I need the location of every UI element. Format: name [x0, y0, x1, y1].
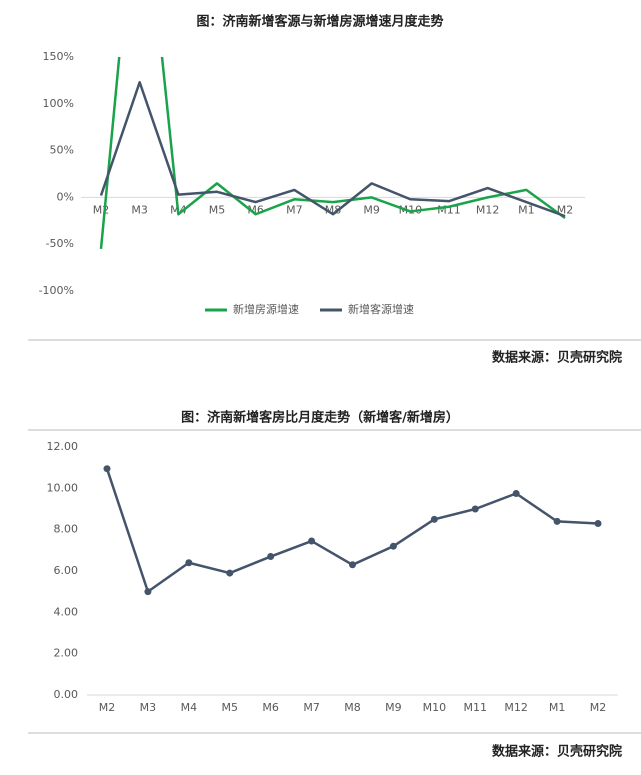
x-tick-label: M2 — [557, 203, 574, 216]
x-tick-label: M2 — [590, 701, 607, 714]
x-tick-label: M3 — [140, 701, 157, 714]
source: 数据来源：贝壳研究院 — [492, 350, 622, 366]
x-tick-label: M8 — [344, 701, 361, 714]
chart-title: 图：济南新增客房比月度走势（新增客/新增房） — [181, 410, 459, 426]
x-tick-label: M4 — [181, 701, 198, 714]
y-tick-label: 2.00 — [54, 647, 79, 660]
point — [185, 559, 193, 567]
x-tick-label: M6 — [262, 701, 279, 714]
y-tick-label: 6.00 — [54, 564, 79, 577]
legend-label: 新增客源增速 — [348, 302, 414, 316]
point — [553, 517, 561, 525]
source: 数据来源：贝壳研究院 — [492, 744, 622, 760]
point — [512, 490, 520, 497]
y-tick-label: 8.00 — [54, 523, 79, 536]
x-tick-label: M12 — [476, 203, 500, 216]
point — [308, 537, 316, 545]
point — [430, 515, 438, 523]
x-tick-label: M2 — [99, 701, 116, 714]
point — [267, 553, 275, 561]
x-tick-label: M2 — [93, 203, 110, 216]
x-tick-label: M7 — [303, 701, 320, 714]
x-tick-label: M10 — [399, 203, 423, 216]
series-line — [105, 468, 599, 593]
x-tick-label: M5 — [222, 701, 239, 714]
x-tick-label: M9 — [363, 203, 380, 216]
point — [226, 569, 234, 577]
x-tick-label: M10 — [423, 701, 447, 714]
x-tick-label: M1 — [518, 203, 535, 216]
y-tick-label: 100% — [43, 97, 74, 110]
x-tick-label: M12 — [504, 701, 528, 714]
point — [103, 465, 111, 473]
point — [471, 505, 479, 513]
y-tick-label: 0% — [57, 190, 74, 203]
x-tick-label: M5 — [209, 203, 226, 216]
y-tick-label: 4.00 — [54, 605, 79, 618]
point — [389, 542, 397, 550]
x-tick-label: M1 — [549, 701, 566, 714]
y-tick-label: -100% — [39, 284, 74, 297]
point — [349, 561, 356, 569]
x-tick-label: M8 — [325, 203, 342, 216]
y-tick-label: 12.00 — [47, 440, 79, 453]
point — [144, 588, 152, 596]
series-line — [99, 57, 566, 249]
x-tick-label: M3 — [131, 203, 148, 216]
y-tick-label: -50% — [46, 237, 74, 250]
point — [594, 519, 602, 527]
y-tick-label: 10.00 — [47, 481, 79, 494]
y-tick-label: 0.00 — [54, 688, 79, 701]
y-tick-label: 150% — [43, 50, 74, 63]
x-tick-label: M9 — [385, 701, 402, 714]
chart-title: 图：济南新增客源与新增房源增速月度走势 — [196, 14, 443, 30]
series-line — [99, 81, 566, 218]
y-tick-label: 50% — [50, 144, 74, 157]
legend-label: 新增房源增速 — [233, 302, 299, 316]
x-tick-label: M7 — [286, 203, 303, 216]
x-tick-label: M11 — [464, 701, 488, 714]
